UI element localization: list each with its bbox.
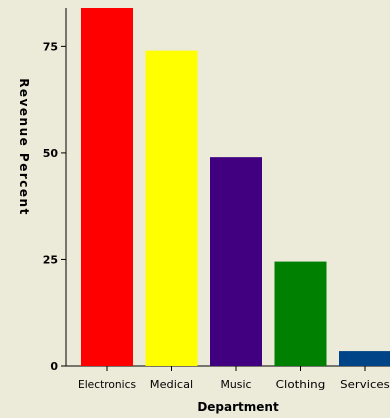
y-axis-title: Revenue Percent: [17, 78, 31, 216]
bar-services: [339, 351, 390, 366]
y-tick-label-25: 25: [43, 253, 58, 266]
x-tick-label-medical: Medical: [150, 378, 193, 391]
x-tick-label-electronics: Electronics: [78, 378, 136, 391]
y-tick-label-50: 50: [43, 147, 59, 160]
bar-music: [210, 157, 262, 366]
y-tick-label-0: 0: [50, 360, 58, 373]
y-ticks: 0 25 50 75: [43, 40, 66, 373]
y-tick-label-75: 75: [43, 40, 58, 53]
bar-electronics: [81, 8, 133, 366]
x-ticks: Electronics Medical Music Clothing Services: [78, 366, 390, 391]
bar-medical: [145, 50, 198, 366]
bars: [81, 8, 390, 366]
bar-clothing: [274, 261, 327, 366]
x-tick-label-music: Music: [221, 378, 252, 391]
x-tick-label-services: Services: [340, 378, 390, 391]
x-axis-title: Department: [197, 400, 279, 414]
x-tick-label-clothing: Clothing: [276, 378, 326, 391]
